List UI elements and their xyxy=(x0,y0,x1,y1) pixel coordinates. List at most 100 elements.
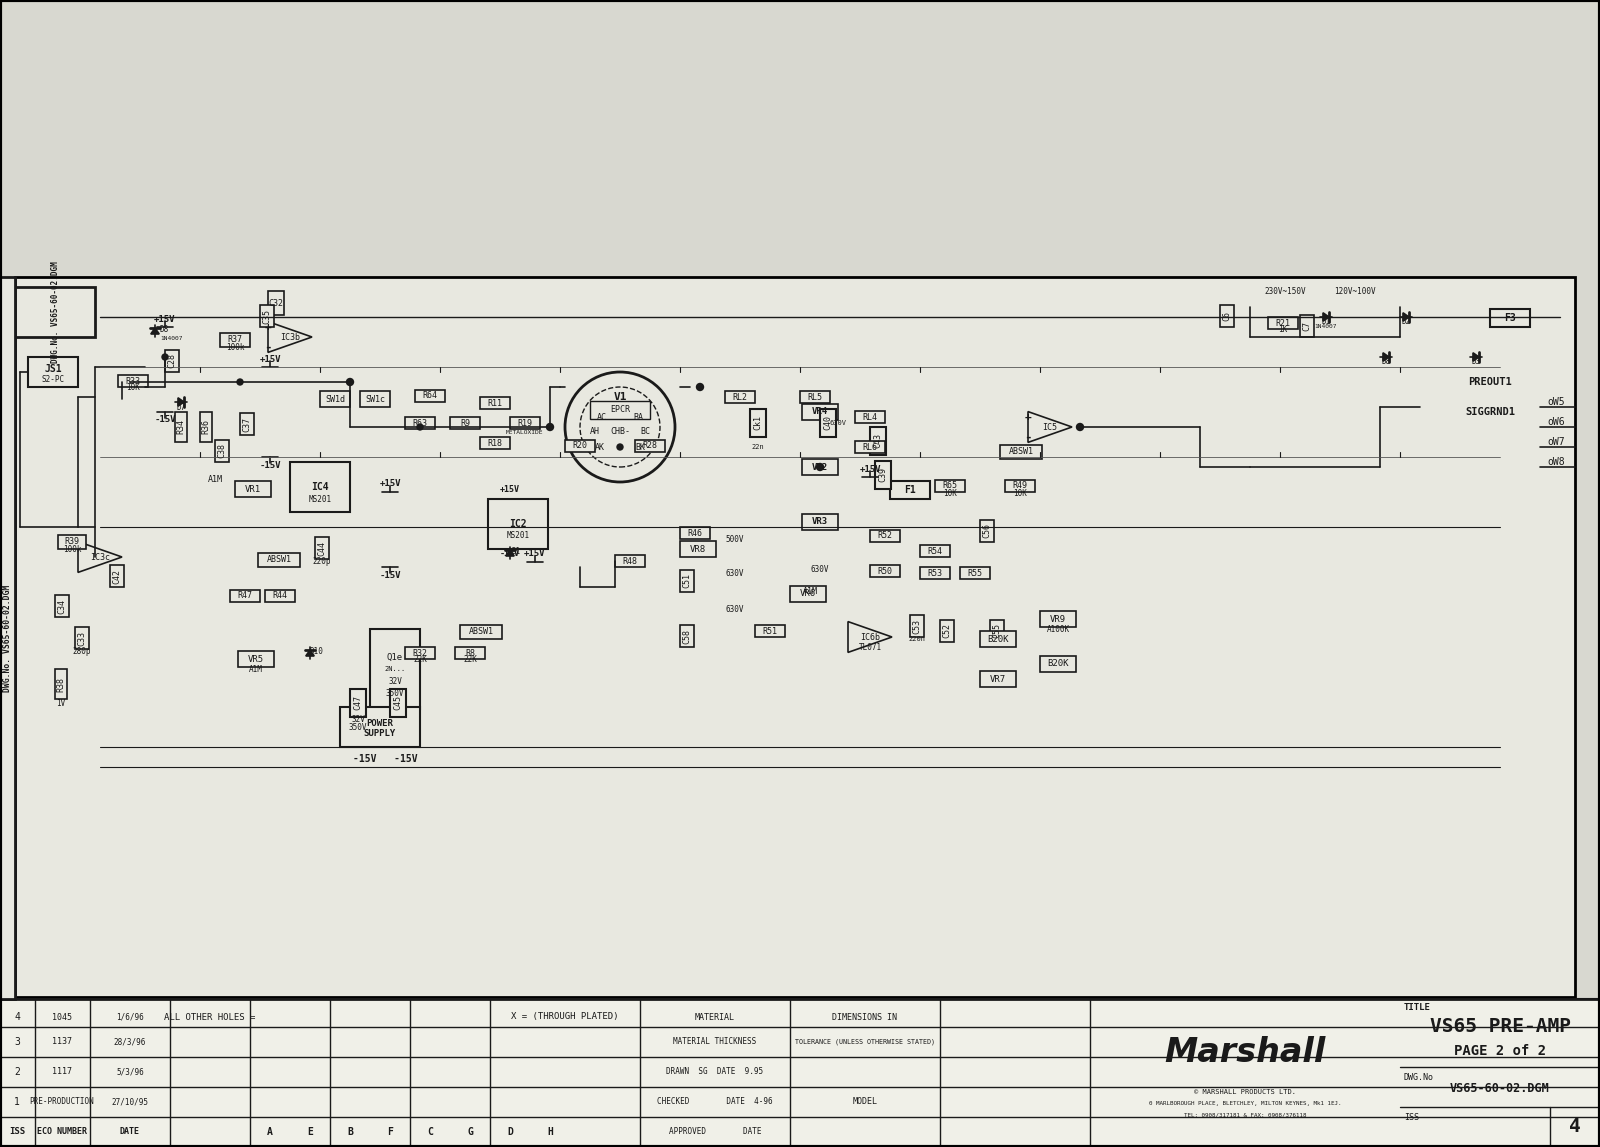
Text: VR8: VR8 xyxy=(690,545,706,554)
Text: R48: R48 xyxy=(622,556,637,565)
Text: VR1: VR1 xyxy=(245,484,261,493)
Bar xyxy=(266,590,294,602)
Polygon shape xyxy=(1027,412,1072,443)
Text: C58: C58 xyxy=(683,629,691,643)
Text: 1117: 1117 xyxy=(51,1068,72,1077)
Text: R49: R49 xyxy=(1013,482,1027,491)
Text: R20: R20 xyxy=(573,442,587,451)
Text: 5/3/96: 5/3/96 xyxy=(117,1068,144,1077)
Bar xyxy=(315,537,330,559)
Text: BC: BC xyxy=(640,428,650,437)
Text: MS201: MS201 xyxy=(309,494,331,504)
Text: C53: C53 xyxy=(912,618,922,633)
Text: 100k: 100k xyxy=(226,343,245,351)
Text: D3: D3 xyxy=(1472,358,1480,367)
Text: 22n: 22n xyxy=(752,444,765,450)
Text: Q1e: Q1e xyxy=(387,653,403,662)
Text: SW1c: SW1c xyxy=(365,395,386,404)
Text: R8: R8 xyxy=(466,648,475,657)
Text: R55: R55 xyxy=(968,569,982,577)
Bar xyxy=(870,427,886,455)
Text: 630V: 630V xyxy=(726,570,744,578)
Bar xyxy=(802,514,838,530)
Bar xyxy=(461,625,502,639)
Text: SUPPLY: SUPPLY xyxy=(363,729,397,739)
Bar xyxy=(221,333,250,348)
Text: F1: F1 xyxy=(904,485,915,496)
Text: C47: C47 xyxy=(354,695,363,710)
Text: 100k: 100k xyxy=(62,545,82,554)
Text: 350V: 350V xyxy=(386,688,405,697)
Text: C: C xyxy=(427,1128,434,1137)
Bar xyxy=(1299,315,1314,337)
Bar xyxy=(214,440,229,462)
Text: ALL OTHER HOLES =: ALL OTHER HOLES = xyxy=(165,1013,256,1022)
Polygon shape xyxy=(269,321,312,352)
Text: +15V: +15V xyxy=(859,465,880,474)
Bar xyxy=(1005,479,1035,492)
Bar xyxy=(488,499,547,549)
Text: VS65 PRE-AMP: VS65 PRE-AMP xyxy=(1429,1017,1571,1037)
Text: A: A xyxy=(267,1128,274,1137)
Text: AH: AH xyxy=(590,428,600,437)
Text: DWG.No. VS65-60-02.DGM: DWG.No. VS65-60-02.DGM xyxy=(51,262,59,362)
Text: 630V: 630V xyxy=(726,604,744,614)
Text: 1N4007: 1N4007 xyxy=(1315,325,1338,329)
Text: BK: BK xyxy=(635,443,645,452)
Text: 1N4007: 1N4007 xyxy=(160,336,182,342)
Bar xyxy=(29,357,78,387)
Text: C44: C44 xyxy=(317,540,326,555)
Text: B20K: B20K xyxy=(1048,660,1069,669)
Circle shape xyxy=(547,423,554,430)
Polygon shape xyxy=(78,541,122,572)
Text: TEL: 0908/317181 & FAX: 0908/376118: TEL: 0908/317181 & FAX: 0908/376118 xyxy=(1184,1113,1306,1117)
Text: +15V: +15V xyxy=(499,484,520,493)
Text: 4: 4 xyxy=(1570,1117,1581,1137)
Text: ABSW1: ABSW1 xyxy=(267,555,291,564)
Bar xyxy=(54,595,69,617)
Bar xyxy=(1267,317,1298,329)
Circle shape xyxy=(696,383,704,390)
Bar xyxy=(360,391,390,407)
Bar xyxy=(480,397,510,409)
Bar xyxy=(238,651,274,668)
Text: SIGGRND1: SIGGRND1 xyxy=(1466,407,1515,418)
Text: H: H xyxy=(547,1128,554,1137)
Bar xyxy=(259,305,274,327)
Text: R51: R51 xyxy=(763,626,778,635)
Text: 2N...: 2N... xyxy=(384,666,406,672)
Bar xyxy=(990,621,1005,642)
Bar xyxy=(755,625,786,637)
Bar xyxy=(1000,445,1042,459)
Text: BA: BA xyxy=(634,413,643,421)
Text: R38: R38 xyxy=(56,677,66,692)
Text: 32V: 32V xyxy=(350,715,365,724)
Polygon shape xyxy=(848,622,893,653)
Text: C52: C52 xyxy=(942,624,952,639)
Bar xyxy=(235,481,270,497)
Bar xyxy=(339,707,419,747)
Text: +15V: +15V xyxy=(379,479,400,489)
Text: C6: C6 xyxy=(1222,311,1232,321)
Text: C55: C55 xyxy=(992,624,1002,639)
Text: 1/6/96: 1/6/96 xyxy=(117,1013,144,1022)
Text: 3: 3 xyxy=(14,1037,19,1047)
Bar xyxy=(920,567,950,579)
Text: A1M: A1M xyxy=(250,664,262,673)
Polygon shape xyxy=(150,328,158,334)
Bar xyxy=(979,671,1016,687)
Text: 350V: 350V xyxy=(349,723,368,732)
Text: R64: R64 xyxy=(422,391,437,400)
Text: VR3: VR3 xyxy=(811,517,829,526)
Circle shape xyxy=(565,372,675,482)
Circle shape xyxy=(347,379,354,385)
Text: C42: C42 xyxy=(112,569,122,584)
Bar xyxy=(414,390,445,401)
Text: R21: R21 xyxy=(1275,319,1291,328)
Text: D: D xyxy=(507,1128,514,1137)
Text: 2: 2 xyxy=(14,1067,19,1077)
Bar xyxy=(875,461,891,489)
Text: IC6b: IC6b xyxy=(861,632,880,641)
Circle shape xyxy=(418,424,422,430)
Polygon shape xyxy=(178,398,184,406)
